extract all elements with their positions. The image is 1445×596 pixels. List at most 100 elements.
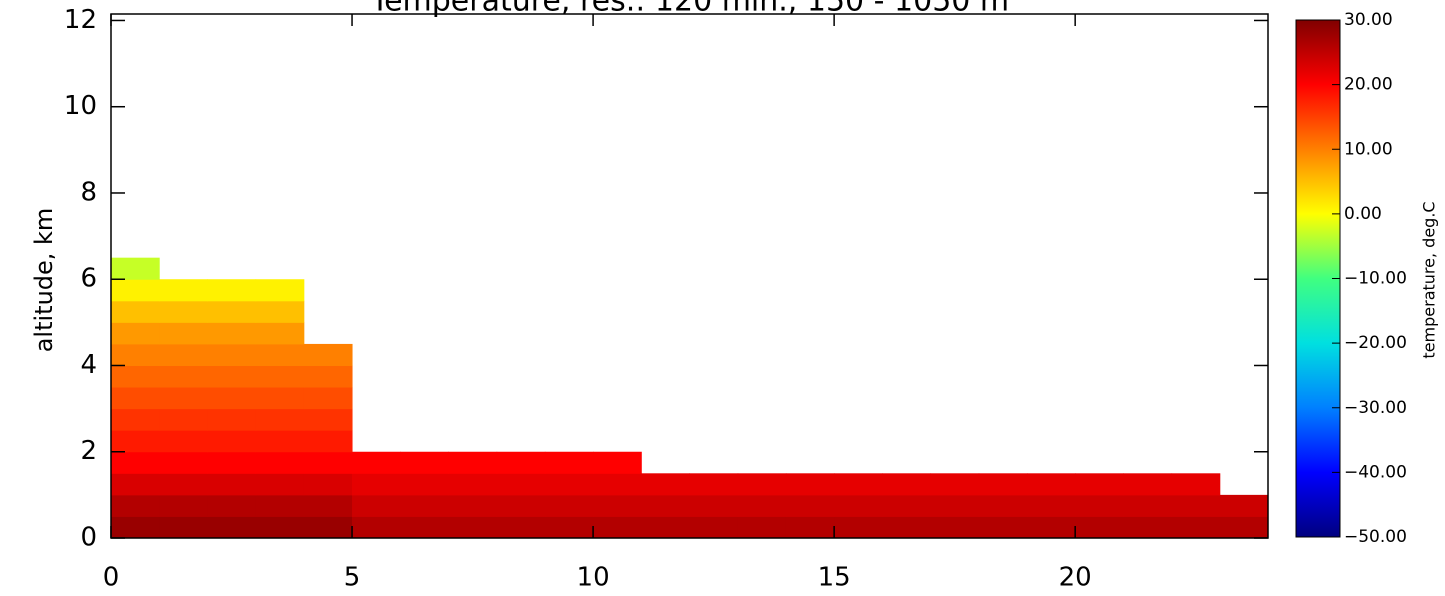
heat-cell — [207, 300, 257, 323]
heat-cell — [1123, 494, 1173, 517]
colorbar-tick-label: 10.00 — [1344, 139, 1393, 159]
plot-frame — [110, 13, 1269, 539]
heat-cell — [207, 343, 257, 366]
y-axis-label: altitude, km — [30, 208, 58, 353]
heat-cell — [255, 300, 305, 323]
colorbar-tick-label: 20.00 — [1344, 75, 1393, 95]
heat-cell — [352, 494, 401, 517]
heat-cell — [1075, 516, 1124, 539]
heat-cell — [111, 473, 160, 496]
heat-cell — [111, 494, 160, 517]
heat-cell — [159, 473, 208, 496]
colorbar-tick-label: −30.00 — [1344, 398, 1407, 418]
heat-cell — [352, 451, 401, 474]
heat-cell — [496, 494, 546, 517]
heat-cell — [207, 322, 257, 345]
heat-cell — [1026, 516, 1076, 539]
heat-cell — [111, 322, 160, 345]
heat-cell — [111, 257, 160, 280]
heat-cell — [593, 451, 642, 474]
heat-cell — [689, 473, 739, 496]
heat-cell — [1026, 494, 1076, 517]
heat-cell — [1219, 516, 1269, 539]
heat-cell — [785, 516, 835, 539]
y-tick-label: 10 — [64, 91, 97, 121]
heat-cell — [1171, 473, 1221, 496]
heat-cell — [448, 473, 498, 496]
heat-cell — [255, 473, 305, 496]
heat-cell — [448, 494, 498, 517]
colorbar-label: temperature, deg.C — [1420, 201, 1439, 358]
heat-cell — [111, 430, 160, 453]
heat-cell — [111, 387, 160, 410]
heat-cell — [207, 494, 257, 517]
heat-cell — [303, 473, 353, 496]
heat-cell — [303, 430, 353, 453]
heat-cell — [834, 473, 883, 496]
heat-cell — [1171, 516, 1221, 539]
colorbar-tick-label: 30.00 — [1344, 10, 1393, 30]
heat-cell — [641, 516, 690, 539]
colorbar-tick-label: −20.00 — [1344, 333, 1407, 353]
heat-cell — [111, 279, 160, 302]
heat-cell — [207, 516, 257, 539]
heat-cell — [159, 322, 208, 345]
heat-cell — [207, 451, 257, 474]
heat-cell — [689, 494, 739, 517]
heat-cell — [159, 408, 208, 431]
heat-cell — [159, 451, 208, 474]
heat-cell — [496, 451, 546, 474]
heat-cell — [111, 365, 160, 388]
heat-cell — [593, 494, 642, 517]
heat-cell — [1123, 516, 1173, 539]
x-tick-label: 10 — [577, 563, 610, 593]
heat-cell — [159, 387, 208, 410]
y-tick-label: 4 — [80, 350, 97, 380]
heat-cell — [159, 300, 208, 323]
heat-cell — [544, 516, 594, 539]
heat-cell — [207, 365, 257, 388]
heat-cell — [159, 516, 208, 539]
heat-cell — [737, 473, 787, 496]
heat-cell — [255, 408, 305, 431]
heat-cell — [111, 343, 160, 366]
heat-cell — [978, 516, 1028, 539]
heat-cell — [207, 408, 257, 431]
heat-cell — [882, 494, 932, 517]
heat-cell — [978, 494, 1028, 517]
heat-cell — [159, 494, 208, 517]
heat-cell — [111, 516, 160, 539]
heat-cell — [978, 473, 1028, 496]
heat-cell — [400, 473, 449, 496]
heat-cell — [207, 473, 257, 496]
heat-cell — [255, 516, 305, 539]
heat-cell — [834, 494, 883, 517]
heat-cell — [641, 473, 690, 496]
y-tick-label: 2 — [80, 436, 97, 466]
heat-cell — [496, 516, 546, 539]
heat-cell — [159, 430, 208, 453]
heat-cell — [255, 365, 305, 388]
heat-cell — [303, 494, 353, 517]
heat-cell — [593, 516, 642, 539]
heat-cell — [882, 516, 932, 539]
x-tick-label: 5 — [344, 563, 361, 593]
heat-cell — [496, 473, 546, 496]
heat-cell — [159, 279, 208, 302]
heat-cell — [400, 451, 449, 474]
heat-cell — [593, 473, 642, 496]
heat-cell — [930, 473, 980, 496]
heat-cell — [255, 451, 305, 474]
heat-cell — [544, 473, 594, 496]
heat-cell — [1171, 494, 1221, 517]
heat-cell — [1219, 494, 1269, 517]
y-tick-label: 12 — [64, 5, 97, 35]
heat-cell — [303, 387, 353, 410]
heat-cell — [303, 408, 353, 431]
heat-cell — [1075, 473, 1124, 496]
heat-cell — [303, 516, 353, 539]
heat-cell — [207, 387, 257, 410]
heat-cell — [255, 430, 305, 453]
heat-cell — [352, 473, 401, 496]
